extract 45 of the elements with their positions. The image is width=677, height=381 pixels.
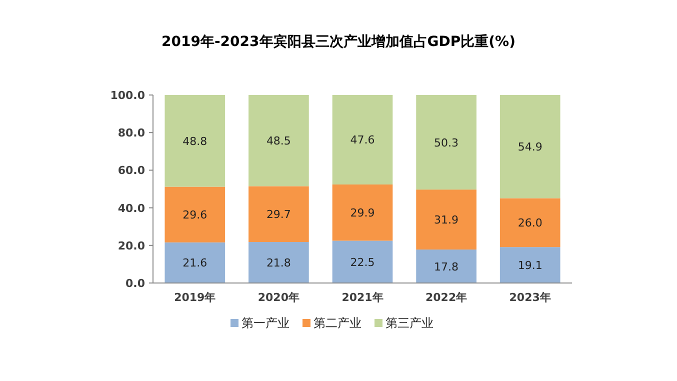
data-label: 19.1 — [518, 259, 542, 272]
bar — [500, 247, 560, 283]
bar — [416, 250, 476, 283]
y-tick-label: 40.0 — [118, 202, 146, 215]
x-tick-label: 2019年 — [174, 291, 216, 304]
data-label: 22.5 — [350, 256, 375, 269]
bar — [164, 95, 226, 187]
y-tick-label: 60.0 — [118, 164, 146, 178]
data-label: 17.8 — [434, 260, 459, 274]
data-label: 21.8 — [266, 256, 291, 270]
bar — [164, 186, 226, 242]
y-tick-label: 20.0 — [118, 239, 146, 252]
x-tick-label: 2020年 — [258, 291, 300, 304]
data-label: 26.0 — [518, 216, 542, 230]
data-label: 29.9 — [350, 206, 375, 220]
bar — [332, 240, 393, 283]
y-tick-label: 100.0 — [110, 89, 146, 102]
data-label: 29.7 — [266, 208, 291, 222]
x-tick-label: 2021年 — [342, 291, 384, 304]
data-label: 48.8 — [182, 134, 208, 148]
data-label: 54.9 — [518, 140, 542, 154]
chart-title: 2019年-2023年宾阳县三次产业增加值占GDP比重(%) — [162, 33, 516, 50]
bar — [500, 198, 560, 248]
bar — [500, 95, 560, 198]
data-label: 50.3 — [434, 136, 459, 150]
legend-label: 第一产业 — [242, 316, 290, 330]
bar — [416, 95, 476, 190]
data-label: 47.6 — [350, 134, 375, 147]
bar — [248, 186, 309, 242]
bar — [164, 242, 226, 283]
bar — [248, 95, 309, 186]
data-label: 48.5 — [266, 134, 291, 148]
data-label: 31.9 — [434, 214, 459, 227]
y-tick-label: 0.0 — [126, 277, 146, 290]
data-label: 21.6 — [182, 256, 208, 270]
bar — [332, 184, 393, 241]
y-tick-label: 80.0 — [118, 126, 146, 140]
bar — [248, 242, 309, 283]
x-tick-label: 2023年 — [509, 291, 551, 304]
data-label: 29.6 — [182, 208, 208, 222]
bar — [332, 95, 393, 184]
bar — [416, 190, 476, 250]
legend-label: 第三产业 — [386, 316, 434, 330]
legend-label: 第二产业 — [314, 316, 362, 330]
x-tick-label: 2022年 — [425, 291, 468, 304]
